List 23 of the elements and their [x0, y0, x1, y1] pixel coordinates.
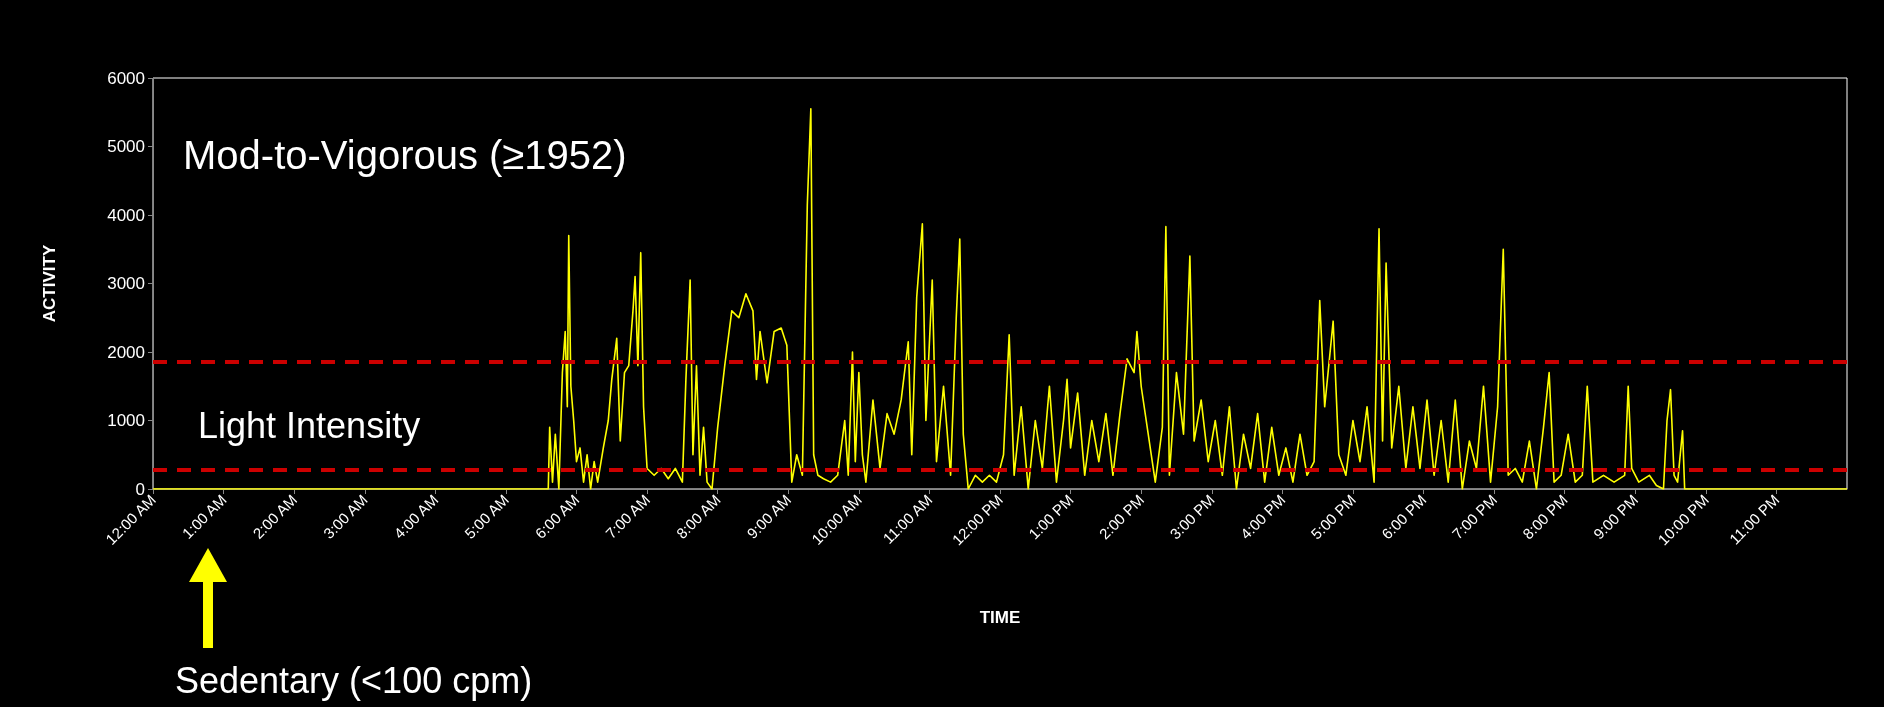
x-tick-label: 8:00 PM	[1519, 490, 1571, 543]
y-tick-label: 4000	[107, 205, 145, 225]
x-tick-label: 4:00 AM	[390, 490, 442, 542]
x-tick-label: 7:00 AM	[602, 490, 654, 542]
y-tick-label: 5000	[107, 137, 145, 156]
x-tick-label: 9:00 PM	[1589, 490, 1642, 543]
x-tick-label: 5:00 PM	[1307, 490, 1359, 543]
x-tick-label: 6:00 PM	[1378, 490, 1430, 543]
annotation: Light Intensity	[198, 404, 421, 446]
x-tick-label: 9:00 AM	[743, 490, 795, 542]
x-tick-label: 4:00 PM	[1236, 490, 1289, 543]
annotation: Mod-to-Vigorous (≥1952)	[183, 133, 627, 177]
y-axis-title: ACTIVITY	[40, 244, 59, 323]
x-axis-title: TIME	[979, 608, 1021, 627]
y-tick-label: 0	[135, 479, 145, 499]
text: Sedentary (<100 cpm)	[175, 659, 533, 701]
y-tick-label: 3000	[107, 274, 145, 293]
x-tick-label: 6:00 AM	[531, 490, 583, 542]
x-tick-label: 7:00 PM	[1448, 490, 1501, 543]
y-tick-label: 2000	[107, 342, 145, 362]
y-tick-label: 1000	[107, 411, 145, 430]
y-tick-label: 6000	[107, 68, 145, 88]
x-tick-label: 3:00 PM	[1166, 490, 1218, 543]
